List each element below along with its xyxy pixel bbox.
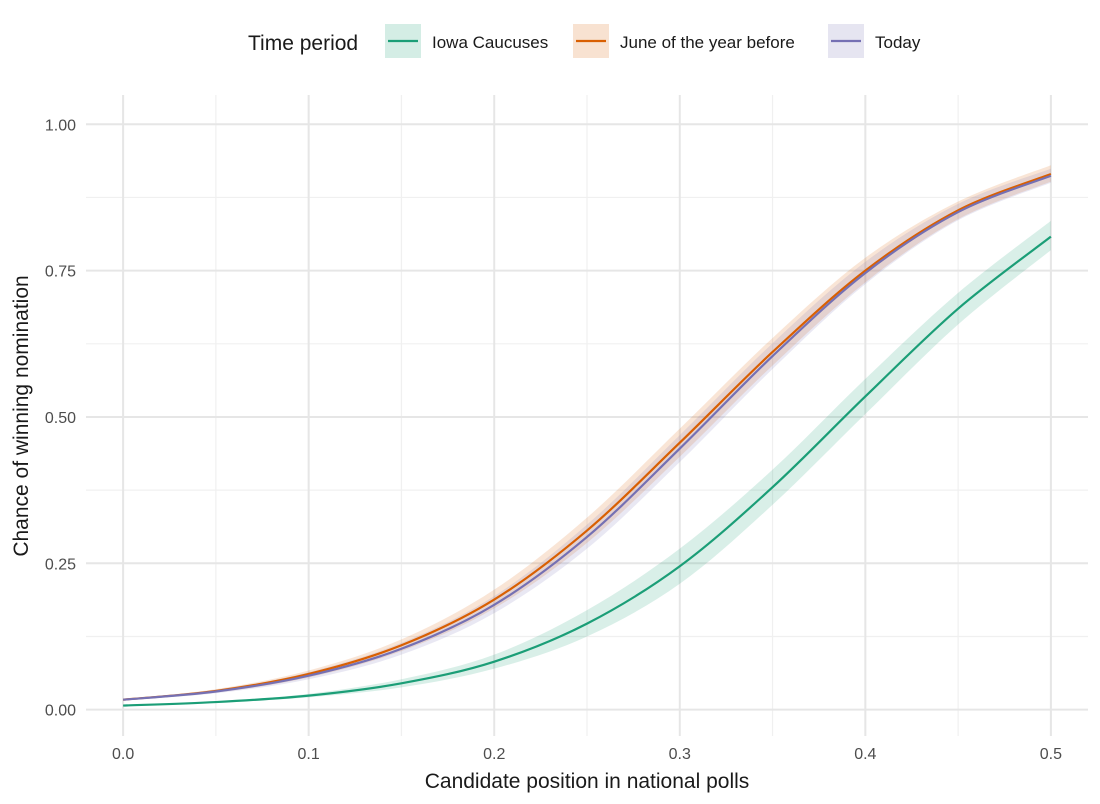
y-axis-ticks: 0.00 0.25 0.50 0.75 1.00 xyxy=(45,117,76,719)
legend: Time period Iowa Caucuses June of the yea… xyxy=(248,24,921,58)
confidence-bands xyxy=(123,165,1051,706)
legend-item-today: Today xyxy=(828,24,921,58)
legend-item-iowa-caucuses: Iowa Caucuses xyxy=(385,24,548,58)
legend-label: Iowa Caucuses xyxy=(432,33,548,52)
legend-label: Today xyxy=(875,33,921,52)
y-tick-label: 0.25 xyxy=(45,556,76,573)
y-tick-label: 1.00 xyxy=(45,117,76,134)
x-tick-label: 0.4 xyxy=(854,746,876,763)
series-lines xyxy=(123,173,1052,707)
y-tick-label: 0.75 xyxy=(45,264,76,281)
band-june-of-the-year-before xyxy=(123,165,1051,701)
legend-label: June of the year before xyxy=(620,33,795,52)
legend-title: Time period xyxy=(248,32,358,55)
x-tick-label: 0.0 xyxy=(112,746,134,763)
x-tick-label: 0.5 xyxy=(1040,746,1062,763)
y-tick-label: 0.50 xyxy=(45,410,76,427)
plot-area xyxy=(86,95,1088,736)
line-june-of-the-year-before xyxy=(123,173,1052,701)
x-axis-ticks: 0.0 0.1 0.2 0.3 0.4 0.5 xyxy=(112,746,1062,763)
gridlines xyxy=(86,95,1088,736)
band-today xyxy=(123,168,1051,701)
line-today xyxy=(123,174,1052,701)
x-tick-label: 0.1 xyxy=(298,746,320,763)
line-iowa-caucuses xyxy=(123,235,1052,707)
x-tick-label: 0.3 xyxy=(669,746,691,763)
y-axis-title: Chance of winning nomination xyxy=(10,275,33,556)
legend-item-june-of-the-year-before: June of the year before xyxy=(573,24,795,58)
x-axis-title: Candidate position in national polls xyxy=(425,770,750,793)
y-tick-label: 0.00 xyxy=(45,703,76,720)
x-tick-label: 0.2 xyxy=(483,746,505,763)
